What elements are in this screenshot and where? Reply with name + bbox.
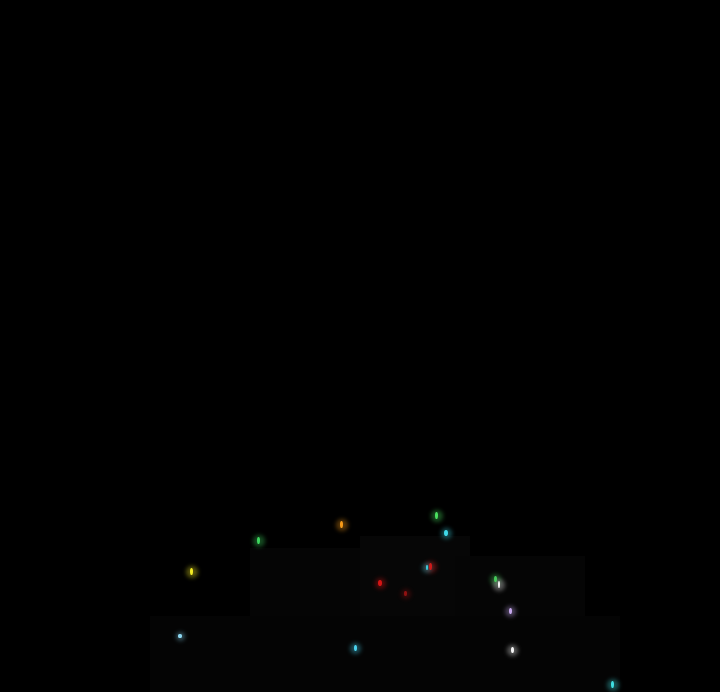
green-light-right-glow <box>490 573 501 585</box>
orange-light-glow <box>335 518 348 531</box>
ridge-left <box>250 548 370 692</box>
green-light-upper-glow <box>430 509 443 522</box>
cyan-light-lower <box>354 645 357 651</box>
green-light-right <box>494 576 497 582</box>
dark-red-light-glow <box>400 588 411 599</box>
pale-blue-light-left <box>178 634 182 638</box>
foreground <box>150 616 620 692</box>
cyan-light-beside-red <box>426 565 428 570</box>
scene-description: Near-black low-light photograph; a clust… <box>0 0 1 1</box>
dark-red-light <box>404 591 407 596</box>
cyan-light-bottom <box>611 681 614 688</box>
pale-blue-light-left-glow <box>175 631 185 641</box>
white-light-lower <box>511 647 514 653</box>
cyan-light-beside-red-glow <box>422 562 432 573</box>
yellow-light <box>190 568 193 575</box>
red-light-center-glow <box>374 577 386 589</box>
white-light-lower-glow <box>507 644 518 656</box>
green-light-left <box>257 537 260 544</box>
green-light-left-glow <box>252 534 265 547</box>
orange-light <box>340 521 343 528</box>
green-light-upper <box>435 512 438 519</box>
white-light-right-glow <box>493 578 505 591</box>
cyan-light-lower-glow <box>350 642 361 654</box>
ridge-center <box>360 536 470 692</box>
scene-title: Night Scene <box>0 0 1 1</box>
ridge-right <box>455 556 585 692</box>
cyan-light-upper <box>444 530 448 536</box>
red-light-center <box>378 580 382 586</box>
red-light-right <box>429 563 432 570</box>
cyan-light-bottom-glow <box>606 678 619 691</box>
lavender-light-glow <box>505 605 516 617</box>
yellow-light-glow <box>185 565 198 578</box>
white-light-right <box>498 581 500 588</box>
red-light-right-glow <box>424 560 437 573</box>
lavender-light <box>509 608 512 614</box>
cyan-light-upper-glow <box>440 527 452 539</box>
